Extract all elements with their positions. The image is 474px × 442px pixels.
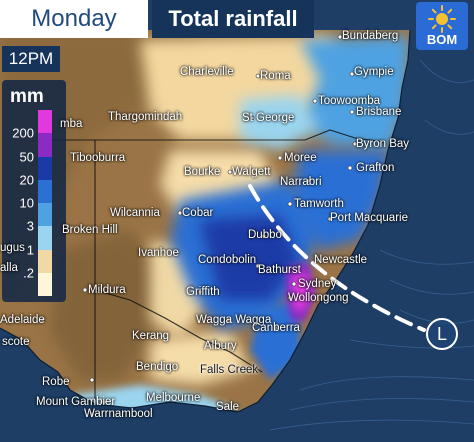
sun-icon [428,5,456,33]
legend-tick-label: 3 [26,218,34,234]
state-borders [52,129,385,405]
town-label: Adelaide [0,314,45,326]
town-label: ugus [0,242,25,254]
town-label: Broken Hill [62,224,118,236]
town-label: Moree [284,152,317,164]
town-label: alla [0,262,18,274]
town-label: Bourke [184,166,221,178]
bom-logo-text: BOM [426,32,458,47]
legend-swatch [38,203,52,227]
town-label: Brisbane [356,106,402,118]
town-label: Grafton [356,162,395,174]
town-label: Wilcannia [110,207,160,219]
town-label: Byron Bay [356,138,410,150]
legend-swatch [38,249,52,273]
town-label: Kerang [132,330,170,342]
low-pressure-marker: L [426,318,458,350]
legend-tick-label: 20 [19,172,34,188]
legend-color-bar [38,110,52,296]
town-label: Tamworth [294,198,344,210]
town-label: Narrabri [280,176,322,188]
legend-swatch [38,156,52,180]
town-label: Sydney [298,278,337,290]
town-label: Condobolin [198,254,257,266]
town-label: Cobar [182,207,214,219]
town-label: Bundaberg [342,30,399,42]
legend-tick-label: 1 [26,242,34,257]
ocean-swell [269,59,474,431]
legend-unit: mm [10,86,44,107]
legend-tick-label: .2 [23,265,34,281]
coastline [0,29,411,413]
legend-tick-label: 50 [19,149,34,164]
town-label: Melbourne [146,392,201,404]
town-label: Griffith [186,286,220,298]
forecast-day-label: Monday [0,0,148,38]
town-label: Gympie [354,66,394,78]
bom-logo: BOM [416,2,468,50]
town-label: Roma [260,70,291,82]
town-label: Newcastle [314,254,368,266]
town-label: Falls Creek [200,364,259,376]
town-label: Robe [42,376,70,388]
town-label: Ivanhoe [138,247,179,259]
town-label: scote [2,336,30,348]
town-label: Toowoomba [318,95,381,107]
legend-tick-label: 10 [19,195,34,211]
town-label: mba [60,118,83,130]
legend-tick-label: 200 [12,125,34,141]
trough-line [248,184,426,332]
town-markers [39,34,358,417]
town-label: Warrnambool [84,408,153,420]
map-title: Total rainfall [152,0,314,38]
town-label: Albury [204,340,237,352]
legend-swatch [38,226,52,250]
legend-swatch [38,110,52,134]
legend-swatch [38,133,52,157]
forecast-time-label: 12PM [2,46,60,72]
town-label: Dubbo [248,229,282,241]
town-label: Mildura [88,284,126,296]
town-label: St George [242,112,295,124]
town-label: Bendigo [136,361,179,373]
town-label: Wagga Wagga [196,314,272,326]
town-label: Canberra [252,322,300,334]
town-label: Walgett [232,166,271,178]
legend-tick-labels: 200 50 20 10 3 1 .2 [6,110,36,296]
legend-swatch [38,179,52,203]
town-label: Thargomindah [108,111,183,123]
town-label: Tibooburra [70,152,126,164]
town-label: Mount Gambier [36,396,116,408]
town-label: Bathurst [258,264,301,276]
town-label: Port Macquarie [330,212,408,224]
town-label: Wollongong [288,292,349,304]
legend-swatch [38,272,52,296]
town-label: Charleville [180,66,234,78]
town-label: Sale [216,401,240,413]
rainfall-legend: mm 200 50 20 10 3 1 .2 [2,80,66,302]
